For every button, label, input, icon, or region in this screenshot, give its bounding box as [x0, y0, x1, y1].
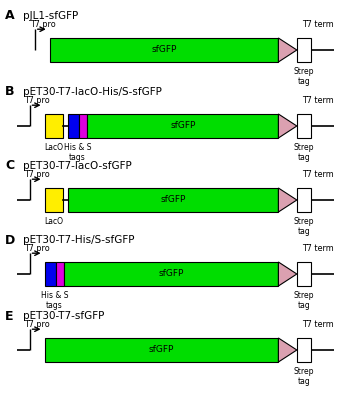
Text: A: A — [5, 10, 15, 22]
Bar — [45, 262, 56, 286]
Bar — [297, 262, 311, 286]
Text: sfGFP: sfGFP — [160, 196, 186, 204]
Text: Strep
tag: Strep tag — [294, 217, 314, 236]
Bar — [297, 114, 311, 138]
Text: sfGFP: sfGFP — [159, 270, 184, 278]
Text: T7 pro: T7 pro — [24, 244, 50, 253]
Text: pET30-T7-sfGFP: pET30-T7-sfGFP — [23, 311, 104, 321]
Bar — [87, 114, 278, 138]
Text: LacO: LacO — [44, 217, 63, 226]
Text: T7 term: T7 term — [302, 244, 334, 253]
Bar — [45, 114, 63, 138]
Bar — [297, 338, 311, 362]
Bar — [297, 38, 311, 62]
Text: T7 term: T7 term — [302, 170, 334, 179]
Text: Strep
tag: Strep tag — [294, 143, 314, 162]
Bar — [68, 114, 79, 138]
Polygon shape — [278, 38, 297, 62]
Bar — [64, 262, 278, 286]
Bar — [45, 338, 278, 362]
Text: sfGFP: sfGFP — [151, 46, 177, 54]
Text: T7 term: T7 term — [302, 96, 334, 105]
Text: T7 term: T7 term — [302, 20, 334, 29]
Text: T7 pro: T7 pro — [24, 96, 50, 105]
Text: sfGFP: sfGFP — [149, 346, 174, 354]
Text: E: E — [5, 310, 14, 322]
Text: sfGFP: sfGFP — [170, 122, 196, 130]
Text: pET30-T7-lacO-His/S-sfGFP: pET30-T7-lacO-His/S-sfGFP — [23, 87, 161, 97]
Bar — [297, 188, 311, 212]
Bar — [68, 188, 278, 212]
Polygon shape — [278, 188, 297, 212]
Text: Strep
tag: Strep tag — [294, 291, 314, 310]
Text: C: C — [5, 160, 14, 172]
Text: T7 pro: T7 pro — [24, 170, 50, 179]
Bar — [45, 188, 63, 212]
Text: Strep
tag: Strep tag — [294, 67, 314, 86]
Text: T7 pro: T7 pro — [30, 20, 55, 29]
Text: Strep
tag: Strep tag — [294, 367, 314, 386]
Text: pET30-T7-lacO-sfGFP: pET30-T7-lacO-sfGFP — [23, 161, 132, 171]
Bar — [79, 114, 87, 138]
Text: T7 term: T7 term — [302, 320, 334, 329]
Bar — [56, 262, 64, 286]
Text: LacO: LacO — [44, 143, 63, 152]
Text: pET30-T7-His/S-sfGFP: pET30-T7-His/S-sfGFP — [23, 235, 134, 245]
Polygon shape — [278, 262, 297, 286]
Text: D: D — [5, 234, 15, 246]
Text: B: B — [5, 86, 15, 98]
Text: His & S
tags: His & S tags — [40, 291, 68, 310]
Text: pJL1-sfGFP: pJL1-sfGFP — [23, 11, 78, 21]
Text: T7 pro: T7 pro — [24, 320, 50, 329]
Polygon shape — [278, 114, 297, 138]
Polygon shape — [278, 338, 297, 362]
Text: His & S
tags: His & S tags — [64, 143, 92, 162]
Bar — [50, 38, 278, 62]
